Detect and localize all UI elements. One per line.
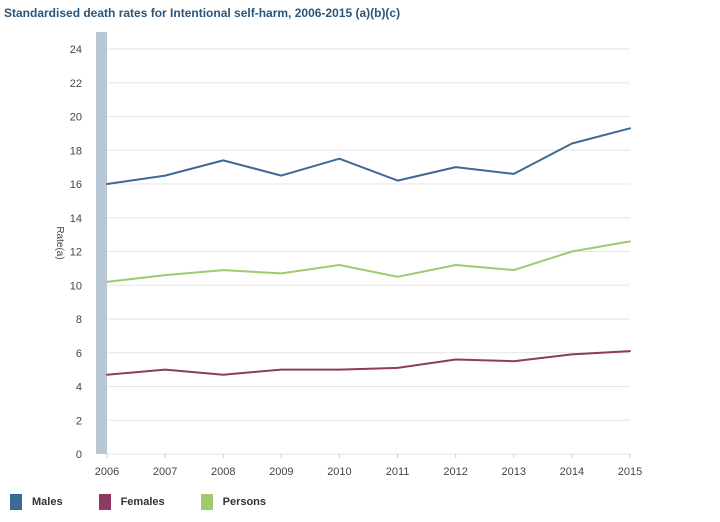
legend-label: Males	[32, 496, 63, 508]
legend-label: Persons	[222, 496, 267, 508]
legend-item-males[interactable]: Males	[10, 494, 63, 510]
x-tick-label: 2011	[386, 466, 410, 478]
x-tick-label: 2013	[502, 466, 526, 478]
x-tick-label: 2007	[153, 466, 177, 478]
x-tick-label: 2006	[95, 466, 119, 478]
series-line-females	[106, 350, 631, 376]
y-tick-label: 12	[70, 247, 82, 259]
legend: Males Females Persons	[10, 494, 302, 510]
y-tick-label: 24	[70, 44, 82, 56]
y-tick-label: 8	[76, 314, 82, 326]
y-tick-label: 4	[76, 382, 82, 394]
x-tick-label: 2008	[211, 466, 235, 478]
chart-title: Standardised death rates for Intentional…	[4, 6, 401, 20]
series-line-persons	[106, 240, 631, 283]
y-tick-label: 2	[76, 415, 82, 427]
legend-label: Females	[120, 496, 165, 508]
y-tick-label: 18	[70, 145, 82, 157]
x-tick-label: 2012	[443, 466, 467, 478]
x-tick-labels: 2006 2007 2008 2009 2010 2011 2012 2013 2014 2015	[95, 454, 642, 478]
gridlines	[107, 48, 630, 455]
x-tick-label: 2009	[269, 466, 293, 478]
y-tick-label: 6	[76, 348, 82, 360]
x-tick-label: 2010	[327, 466, 351, 478]
y-axis-bar	[96, 32, 107, 454]
y-tick-label: 14	[70, 213, 82, 225]
legend-swatch	[98, 494, 111, 510]
y-tick-label: 10	[70, 280, 82, 292]
series-line-males	[106, 127, 631, 185]
legend-item-females[interactable]: Females	[98, 494, 165, 510]
legend-swatch	[200, 494, 213, 510]
legend-item-persons[interactable]: Persons	[200, 494, 267, 510]
y-axis-title: Rate(a)	[54, 226, 65, 259]
x-tick-label: 2014	[560, 466, 584, 478]
y-tick-label: 22	[70, 78, 82, 90]
y-tick-label: 0	[76, 449, 82, 461]
legend-swatch	[10, 494, 22, 510]
y-tick-label: 20	[70, 112, 82, 124]
series-lines	[106, 127, 631, 376]
y-tick-label: 16	[70, 179, 82, 191]
x-tick-label: 2015	[618, 466, 642, 478]
